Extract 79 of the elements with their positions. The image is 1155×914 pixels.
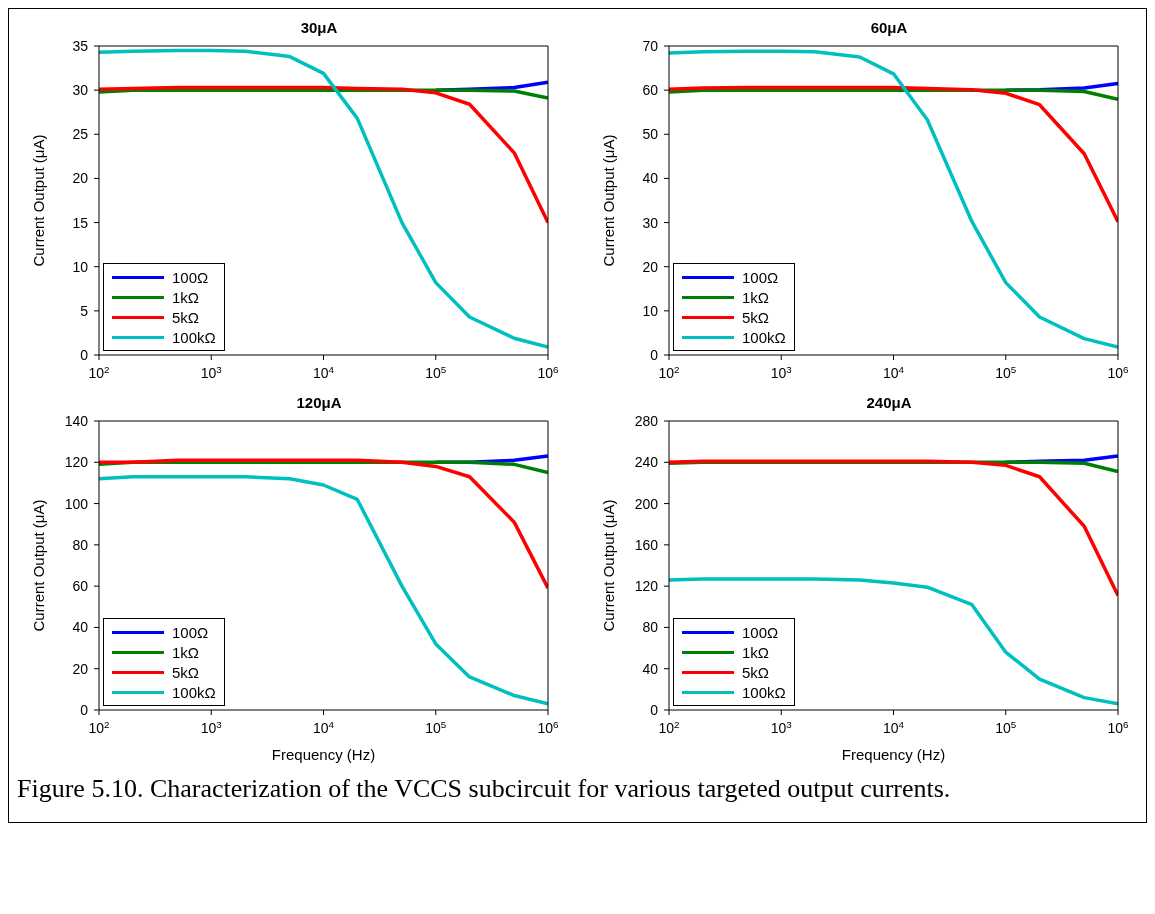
chart-title: 240μA	[866, 394, 912, 411]
y-tick-label: 240	[634, 454, 659, 471]
legend-label: 100kΩ	[172, 683, 216, 701]
y-tick-label: 30	[72, 82, 89, 99]
y-tick-label: 280	[634, 413, 659, 429]
x-tick-label: 10$^{3}$	[200, 363, 223, 381]
y-tick-label: 35	[72, 38, 89, 54]
x-tick-label: 10$^{6}$	[537, 363, 560, 381]
x-tick-label: 10$^{2}$	[658, 363, 680, 381]
y-tick-label: 0	[650, 702, 659, 718]
y-tick-label: 140	[64, 413, 89, 429]
y-tick-label: 120	[64, 454, 89, 471]
legend-label: 1kΩ	[742, 288, 770, 306]
x-tick-label: 10$^{5}$	[995, 718, 1017, 736]
legend-label: 100kΩ	[172, 328, 216, 346]
y-tick-label: 80	[72, 536, 89, 553]
y-tick-label: 100	[64, 495, 89, 512]
y-tick-label: 50	[642, 126, 659, 143]
x-tick-label: 10$^{4}$	[882, 363, 905, 381]
x-tick-label: 10$^{4}$	[882, 718, 905, 736]
legend-label: 5kΩ	[172, 308, 200, 326]
y-axis-title: Current Output (μA)	[30, 499, 48, 632]
x-tick-label: 10$^{4}$	[312, 718, 335, 736]
y-tick-label: 5	[80, 302, 89, 319]
x-tick-label: 10$^{2}$	[88, 718, 110, 736]
x-tick-label: 10$^{4}$	[312, 363, 335, 381]
y-tick-label: 60	[642, 82, 659, 99]
y-tick-label: 200	[634, 495, 659, 512]
y-tick-label: 40	[72, 619, 89, 636]
y-tick-label: 20	[642, 258, 659, 275]
y-tick-label: 160	[634, 536, 659, 553]
y-tick-label: 10	[642, 302, 659, 319]
y-axis-title: Current Output (μA)	[600, 134, 618, 267]
legend-label: 100Ω	[172, 623, 209, 641]
legend-label: 1kΩ	[172, 643, 200, 661]
legend-label: 100Ω	[172, 268, 209, 286]
y-tick-label: 30	[642, 214, 659, 231]
x-tick-label: 10$^{3}$	[200, 718, 223, 736]
y-tick-label: 0	[80, 702, 89, 718]
y-axis-title: Current Output (μA)	[600, 499, 618, 632]
x-tick-label: 10$^{3}$	[770, 363, 793, 381]
y-tick-label: 40	[642, 170, 659, 187]
caption: Figure 5.10. Characterization of the VCCS subcircuit for various targeted output currents.	[16, 773, 952, 805]
legend-label: 100kΩ	[742, 328, 786, 346]
y-tick-label: 20	[72, 170, 89, 187]
legend-label: 5kΩ	[172, 663, 200, 681]
legend-label: 1kΩ	[742, 643, 770, 661]
y-tick-label: 70	[642, 38, 659, 54]
legend-label: 5kΩ	[742, 308, 770, 326]
x-tick-label: 10$^{2}$	[658, 718, 680, 736]
legend-label: 5kΩ	[742, 663, 770, 681]
y-tick-label: 80	[642, 619, 659, 636]
x-axis-title: Frequency (Hz)	[841, 746, 946, 763]
y-tick-label: 120	[634, 578, 659, 595]
y-tick-label: 0	[650, 347, 659, 363]
x-tick-label: 10$^{5}$	[425, 718, 447, 736]
y-tick-label: 20	[72, 660, 89, 677]
legend-label: 100Ω	[742, 268, 779, 286]
y-tick-label: 0	[80, 347, 89, 363]
chart-title: 30μA	[300, 19, 338, 36]
y-tick-label: 15	[72, 214, 89, 231]
x-tick-label: 10$^{6}$	[1107, 718, 1130, 736]
y-tick-label: 10	[72, 258, 89, 275]
y-tick-label: 60	[72, 578, 89, 595]
x-tick-label: 10$^{5}$	[995, 363, 1017, 381]
y-axis-title: Current Output (μA)	[30, 134, 48, 267]
chart-title: 120μA	[296, 394, 342, 411]
x-tick-label: 10$^{2}$	[88, 363, 110, 381]
y-tick-label: 40	[642, 660, 659, 677]
x-tick-label: 10$^{6}$	[537, 718, 560, 736]
x-tick-label: 10$^{3}$	[770, 718, 793, 736]
x-tick-label: 10$^{5}$	[425, 363, 447, 381]
chart-title: 60μA	[870, 19, 908, 36]
y-tick-label: 25	[72, 126, 89, 143]
x-tick-label: 10$^{6}$	[1107, 363, 1130, 381]
legend-label: 100kΩ	[742, 683, 786, 701]
x-axis-title: Frequency (Hz)	[271, 746, 376, 763]
legend-label: 100Ω	[742, 623, 779, 641]
legend-label: 1kΩ	[172, 288, 200, 306]
